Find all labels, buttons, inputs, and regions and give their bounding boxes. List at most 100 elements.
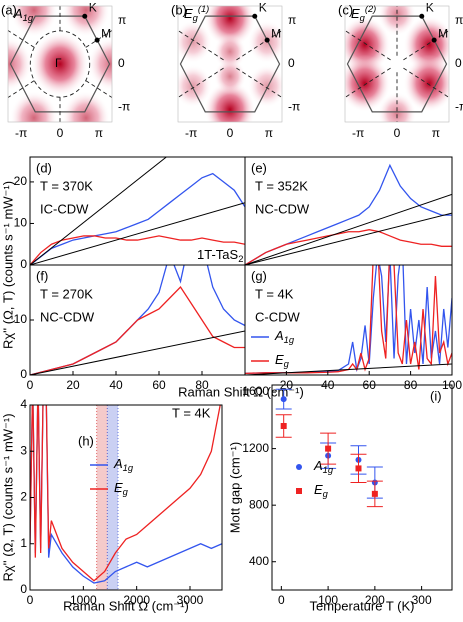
legend-label: A1g (313, 458, 334, 475)
k-point-label: K (89, 0, 97, 14)
k-point (252, 13, 258, 19)
legend-label-sub: g (123, 487, 129, 497)
nodal-line (403, 29, 449, 61)
x-tick-label: π (95, 126, 103, 140)
y-tick-label: 800 (249, 497, 269, 511)
legend-label-sub: 1g (323, 465, 334, 475)
heatmap (8, 6, 112, 122)
k-point (82, 13, 88, 19)
y-tick-label: 10 (14, 216, 28, 230)
x-tick-label: 1000 (70, 593, 97, 607)
intensity-blob (377, 6, 417, 36)
plot-frame (344, 5, 450, 123)
y-axis-label: Rχ'' (Ω, T) (counts s⁻¹ mW⁻¹) (0, 413, 15, 581)
x-axis-label: Temperature T (K) (309, 598, 414, 613)
k-point-label: K (259, 0, 267, 14)
nodal-line (178, 67, 224, 99)
x-tick-label: π (432, 126, 440, 140)
nodal-line (345, 67, 391, 99)
nodal-line (236, 67, 282, 99)
legend-label-main: A (313, 458, 323, 473)
x-tick-label: 100 (318, 593, 338, 607)
legend-label-main: E (314, 482, 323, 497)
intensity-blob (345, 54, 391, 113)
legend-swatch (296, 488, 302, 494)
legend-label: Eg (275, 352, 290, 369)
legend-label-sub: g (323, 489, 329, 499)
material-label: 1T-TaS2 (197, 247, 243, 264)
legend-label-sub: 1g (284, 335, 295, 345)
y-tick-label: π (118, 13, 126, 27)
y-tick-label: 0 (288, 56, 295, 70)
intensity-blob (31, 31, 89, 97)
panel-title-sub: g (360, 13, 366, 23)
spectrum-line (245, 229, 452, 265)
intensity-blob (61, 90, 111, 122)
panel-title: Eg(1) (184, 4, 209, 23)
marker (355, 465, 362, 472)
annotation: NC-CDW (255, 201, 310, 216)
x-tick-label: 0 (27, 593, 34, 607)
panel-label: (g) (251, 268, 267, 283)
y-tick-label: 1600 (242, 384, 269, 398)
y-tick-label: 0 (20, 257, 27, 271)
marker (280, 396, 287, 403)
plot-frame (29, 404, 223, 591)
k-point (94, 37, 100, 43)
panel-label: (i) (430, 388, 442, 403)
legend-label-main: A (113, 456, 123, 471)
x-tick-label: -π (15, 126, 27, 140)
annotation: IC-CDW (40, 201, 89, 216)
spectrum-line (30, 235, 245, 265)
panel-label: (b) (171, 2, 187, 17)
panel-label: (f) (36, 268, 48, 283)
plot-area (245, 163, 452, 265)
panel-label: (d) (36, 160, 52, 175)
spectrum-line (245, 265, 452, 374)
nodal-line (236, 29, 282, 61)
y-tick-label: 1 (20, 536, 27, 550)
k-point-label: M (438, 26, 448, 40)
intensity-blob (377, 92, 417, 122)
y-tick-label: 3 (20, 443, 27, 457)
nodal-line (85, 29, 112, 48)
fit-line (30, 330, 245, 375)
plot-frame (177, 5, 283, 123)
fit-line (30, 157, 168, 265)
plot-area (30, 405, 222, 590)
y-axis-label: Rχ'' (Ω, T) (counts s⁻¹ mW⁻¹) (0, 181, 15, 349)
plot-frame (244, 264, 453, 376)
heatmap (345, 6, 449, 122)
x-tick-label: 2000 (123, 593, 150, 607)
x-tick-label: -π (352, 126, 364, 140)
intensity-blob (213, 33, 247, 70)
intensity-blob (247, 64, 282, 108)
y-tick-label: 400 (249, 554, 269, 568)
panel-label: (c) (338, 2, 353, 17)
plot-frame (271, 384, 453, 591)
marker (325, 445, 332, 452)
y-tick-label: 20 (14, 174, 28, 188)
intensity-blob (9, 90, 59, 122)
material-label-main: 1T-TaS (197, 247, 239, 262)
legend-label-main: A (274, 328, 284, 343)
panel-title-sup: (2) (365, 4, 376, 14)
k-point (431, 37, 437, 43)
x-tick-label: 80 (195, 378, 209, 392)
y-tick-label: 0 (118, 56, 125, 70)
nodal-line (8, 29, 35, 48)
annotation: T = 4K (172, 405, 211, 420)
legend-label: A1g (113, 456, 134, 473)
annotation: T = 370K (40, 178, 93, 193)
plot-area (30, 157, 245, 265)
fit-line (245, 212, 452, 265)
x-axis-label: Raman Shift Ω (cm⁻¹) (63, 598, 189, 613)
intensity-blob (213, 58, 247, 95)
y-tick-label: -π (455, 100, 463, 114)
x-tick-label: 300 (412, 593, 432, 607)
intensity-blob (87, 37, 112, 91)
nodal-line (8, 80, 35, 99)
spectrum-line (30, 285, 245, 375)
y-tick-label: π (288, 13, 296, 27)
